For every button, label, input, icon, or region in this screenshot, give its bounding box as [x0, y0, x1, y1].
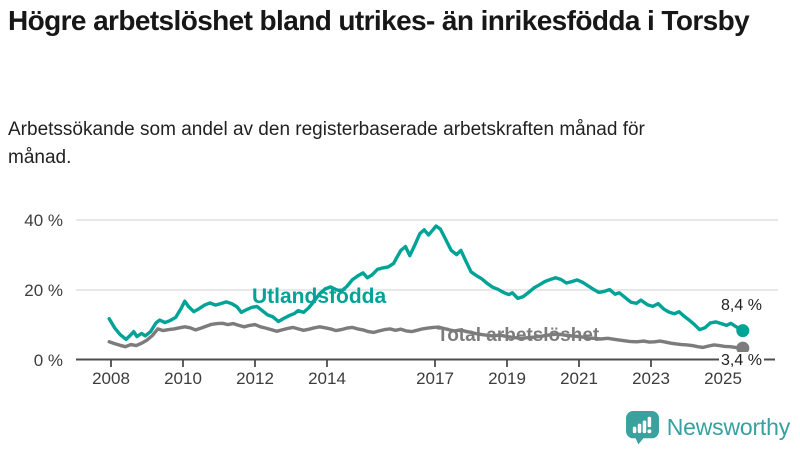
newsworthy-bubble-chart-icon — [625, 411, 659, 445]
end-value-label-utlandsfodda: 8,4 % — [719, 297, 764, 315]
series-label-total-arbetsloshet: Total arbetslöshet — [437, 325, 600, 346]
series-line-utlandsfodda — [107, 224, 745, 342]
x-tick-label: 2019 — [488, 369, 526, 388]
newsworthy-logo: Newsworthy — [625, 410, 790, 445]
y-tick-label: 40 % — [24, 211, 63, 230]
chart-subtitle: Arbetssökande som andel av den registerb… — [8, 119, 645, 168]
end-value-label-total: 3,4 % — [719, 352, 764, 370]
x-tick-label: 2010 — [164, 369, 202, 388]
page-title: Högre arbetslöshet bland utrikes- än inr… — [8, 5, 750, 36]
x-tick-label: 2012 — [236, 369, 274, 388]
series-line-total — [107, 321, 745, 350]
series-label-utlandsfodda: Utlandsfödda — [252, 285, 387, 308]
y-tick-label: 0 % — [34, 351, 63, 370]
y-tick-label: 20 % — [24, 281, 63, 300]
newsworthy-wordmark: Newsworthy — [666, 414, 790, 440]
series-end-dot-utlandsfodda — [736, 324, 750, 338]
x-tick-label: 2017 — [416, 369, 454, 388]
x-tick-label: 2023 — [632, 369, 670, 388]
series-end-dot-total — [736, 341, 750, 355]
x-tick-label: 2014 — [308, 369, 346, 388]
x-tick-label: 2008 — [92, 369, 130, 388]
x-tick-label: 2025 — [704, 369, 742, 388]
x-tick-label: 2021 — [560, 369, 598, 388]
